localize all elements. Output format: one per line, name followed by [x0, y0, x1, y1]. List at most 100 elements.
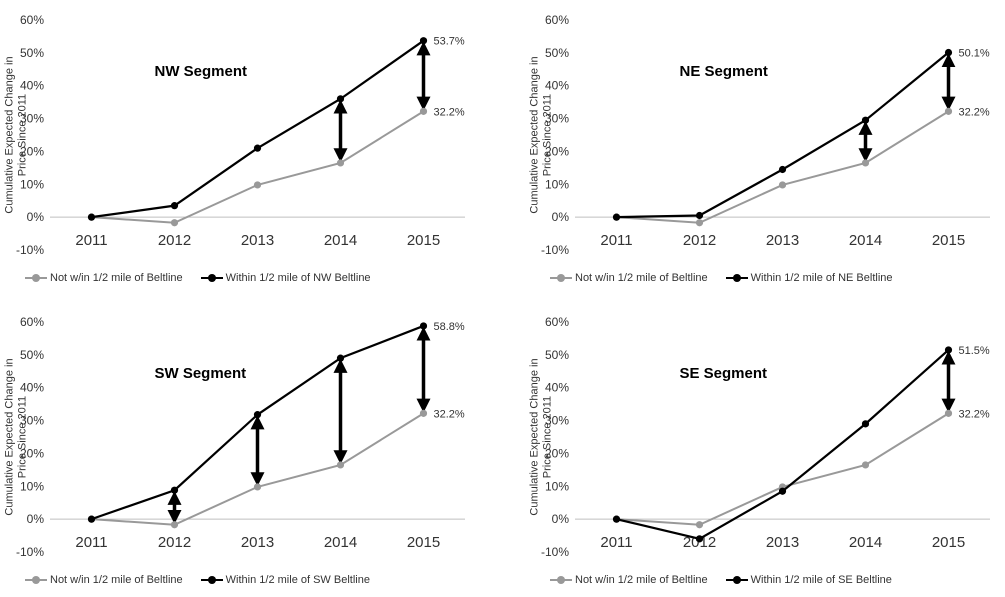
segment-title: SW Segment [155, 365, 247, 382]
y-tick-label: -10% [16, 545, 44, 559]
not-within-series-point [944, 409, 953, 417]
not-within-series-point [861, 461, 870, 469]
plot-area: -10% 0% 10% 20% 30% 40% 50% 60% 2011 2012 2013 2014… [541, 13, 990, 257]
plot-area: -10% 0% 10% 20% 30% 40% 50% 60% 2011 2012 2013 2014… [541, 315, 990, 559]
end-value-label-not-within: 32.2% [959, 106, 990, 118]
y-tick-label: 40% [545, 79, 569, 93]
x-tick-label: 2012 [158, 232, 191, 249]
x-tick-label: 2011 [75, 232, 107, 249]
within-series-point [253, 144, 262, 152]
legend-swatch-gray [25, 575, 47, 585]
not-within-series-line [616, 412, 950, 526]
legend-item-within: Within 1/2 mile of SW Beltline [200, 574, 370, 586]
y-tick-label: 0% [27, 512, 45, 526]
within-series-point [944, 346, 953, 354]
y-tick-label: -10% [16, 243, 44, 257]
legend-item-within: Within 1/2 mile of NE Beltline [725, 272, 893, 284]
x-tick-label: 2012 [158, 534, 191, 551]
legend: Not w/in 1/2 mile of Beltline Within 1/2… [550, 570, 1005, 590]
within-series-point [419, 322, 428, 330]
x-tick-label: 2012 [683, 534, 716, 551]
end-value-label-within: 58.8% [434, 321, 465, 333]
legend-swatch-gray [550, 273, 572, 283]
y-tick-label: 20% [545, 446, 569, 460]
within-series-point [612, 515, 621, 523]
legend-item-within: Within 1/2 mile of SE Beltline [725, 574, 892, 586]
not-within-series-point [778, 181, 787, 189]
within-series-point [419, 37, 428, 45]
within-series-point [778, 487, 787, 495]
y-tick-label: 20% [20, 144, 44, 158]
not-within-series-point [253, 181, 262, 189]
within-series-point [253, 411, 262, 419]
within-series-point [336, 354, 345, 362]
legend-item-not-within: Not w/in 1/2 mile of Beltline [25, 272, 183, 284]
y-tick-label: 0% [552, 210, 570, 224]
x-tick-label: 2013 [766, 534, 799, 551]
segment-title: NW Segment [155, 63, 248, 80]
legend-swatch-gray [550, 575, 572, 585]
within-series-point [695, 211, 704, 220]
legend: Not w/in 1/2 mile of Beltline Within 1/2… [25, 268, 485, 288]
legend-label: Within 1/2 mile of SW Beltline [225, 574, 370, 586]
legend-swatch-black [725, 575, 748, 585]
not-within-series-line [91, 110, 425, 224]
legend-label: Not w/in 1/2 mile of Beltline [575, 574, 708, 586]
x-tick-label: 2011 [600, 534, 632, 551]
not-within-series-point [419, 409, 428, 417]
legend-item-not-within: Not w/in 1/2 mile of Beltline [25, 574, 183, 586]
legend-item-within: Within 1/2 mile of NW Beltline [200, 272, 371, 284]
within-series-point [612, 213, 621, 221]
legend-label: Not w/in 1/2 mile of Beltline [50, 272, 183, 284]
y-tick-label: 50% [20, 348, 44, 362]
end-value-label-within: 50.1% [959, 48, 990, 60]
x-tick-label: 2015 [407, 534, 440, 551]
within-series-point [87, 213, 96, 221]
within-series-line [91, 39, 425, 219]
y-tick-label: 10% [545, 177, 569, 191]
y-tick-label: 30% [20, 414, 44, 428]
segment-title: NE Segment [680, 63, 768, 80]
legend-label: Within 1/2 mile of SE Beltline [750, 574, 892, 586]
x-tick-label: 2014 [324, 232, 357, 249]
segment-title: SE Segment [680, 365, 768, 382]
chart-panel-sw: Cumulative Expected Change in Price Since… [0, 302, 480, 597]
within-series-point [861, 116, 870, 124]
end-value-label-not-within: 32.2% [434, 408, 465, 420]
not-within-series-point [944, 107, 953, 115]
legend-label: Within 1/2 mile of NW Beltline [225, 272, 371, 284]
y-tick-label: 40% [20, 381, 44, 395]
legend-swatch-black [200, 273, 223, 283]
legend-label: Not w/in 1/2 mile of Beltline [575, 272, 708, 284]
y-tick-label: 60% [20, 315, 44, 329]
within-series-point [87, 515, 96, 523]
legend-item-not-within: Not w/in 1/2 mile of Beltline [550, 272, 708, 284]
y-tick-label: 40% [20, 79, 44, 93]
within-series-point [778, 165, 787, 174]
legend: Not w/in 1/2 mile of Beltline Within 1/2… [25, 570, 485, 590]
within-series-point [695, 535, 704, 543]
end-value-label-within: 51.5% [959, 345, 990, 357]
y-tick-label: 40% [545, 381, 569, 395]
x-tick-label: 2015 [407, 232, 440, 249]
not-within-series-point [253, 483, 262, 491]
y-tick-label: 50% [545, 348, 569, 362]
end-value-label-not-within: 32.2% [959, 408, 990, 420]
legend-item-not-within: Not w/in 1/2 mile of Beltline [550, 574, 708, 586]
end-value-label-not-within: 32.2% [434, 106, 465, 118]
x-tick-label: 2011 [600, 232, 632, 249]
not-within-series-point [336, 461, 345, 469]
plot-area: -10% 0% 10% 20% 30% 40% 50% 60% 2011 2012 2013 2014… [16, 315, 465, 559]
x-tick-label: 2015 [932, 534, 965, 551]
y-tick-label: -10% [541, 545, 569, 559]
not-within-series-point [695, 219, 704, 227]
within-series-point [170, 486, 179, 494]
y-tick-label: 20% [20, 446, 44, 460]
y-tick-label: 30% [545, 414, 569, 428]
not-within-series-point [170, 521, 179, 529]
y-tick-label: 10% [545, 479, 569, 493]
y-tick-label: -10% [541, 243, 569, 257]
y-tick-label: 50% [545, 46, 569, 60]
y-tick-label: 60% [545, 315, 569, 329]
x-tick-label: 2014 [849, 534, 882, 551]
